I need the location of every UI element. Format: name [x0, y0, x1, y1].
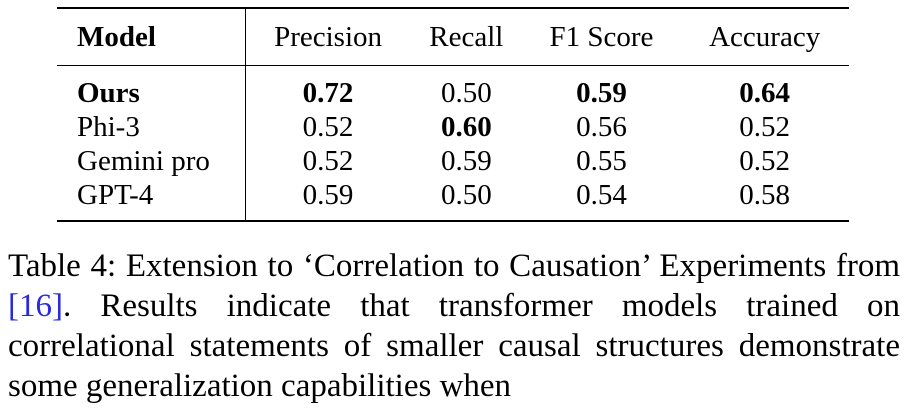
cell-f1: 0.59 [576, 77, 627, 109]
cell-f1: 0.55 [576, 145, 627, 177]
cell-model: Ours [57, 65, 246, 110]
cell-f1: 0.56 [576, 111, 627, 143]
table-row: GPT-4 0.59 0.50 0.54 0.58 [57, 178, 849, 221]
cell-f1: 0.54 [576, 179, 627, 211]
cell-precision: 0.72 [302, 77, 354, 109]
cell-recall: 0.50 [440, 77, 492, 109]
caption-label: Table 4: [8, 248, 117, 284]
table-row: Phi-3 0.52 0.60 0.56 0.52 [57, 110, 849, 144]
cell-accuracy: 0.52 [739, 145, 791, 177]
results-table-container: Model Precision Recall F1 Score Accuracy… [57, 7, 849, 222]
results-table: Model Precision Recall F1 Score Accuracy… [57, 7, 849, 222]
cell-recall: 0.60 [440, 111, 492, 143]
cell-model: Gemini pro [57, 144, 246, 178]
cell-recall: 0.59 [440, 145, 492, 177]
cell-accuracy: 0.58 [739, 179, 791, 211]
cell-precision: 0.52 [302, 111, 354, 143]
cell-recall: 0.50 [440, 179, 492, 211]
cell-precision: 0.52 [302, 145, 354, 177]
table-header-row: Model Precision Recall F1 Score Accuracy [57, 8, 849, 66]
cell-accuracy: 0.52 [739, 111, 791, 143]
caption-text-after-cite: . Results indicate that transformer mode… [8, 288, 900, 404]
header-f1-score: F1 Score [549, 21, 654, 53]
header-model: Model [57, 8, 246, 66]
cell-accuracy: 0.64 [739, 77, 791, 109]
cell-precision: 0.59 [302, 179, 354, 211]
table-row: Ours 0.72 0.50 0.59 0.64 [57, 65, 849, 110]
citation-link[interactable]: [16] [8, 288, 63, 324]
table-caption: Table 4: Extension to ‘Correlation to Ca… [8, 246, 900, 406]
header-recall: Recall [429, 21, 504, 53]
header-precision: Precision [274, 21, 383, 53]
cell-model: Phi-3 [57, 110, 246, 144]
header-accuracy: Accuracy [709, 21, 821, 53]
caption-text-before-cite: Extension to ‘Correlation to Causation’ … [125, 248, 901, 284]
table-row: Gemini pro 0.52 0.59 0.55 0.52 [57, 144, 849, 178]
cell-model: GPT-4 [57, 178, 246, 221]
